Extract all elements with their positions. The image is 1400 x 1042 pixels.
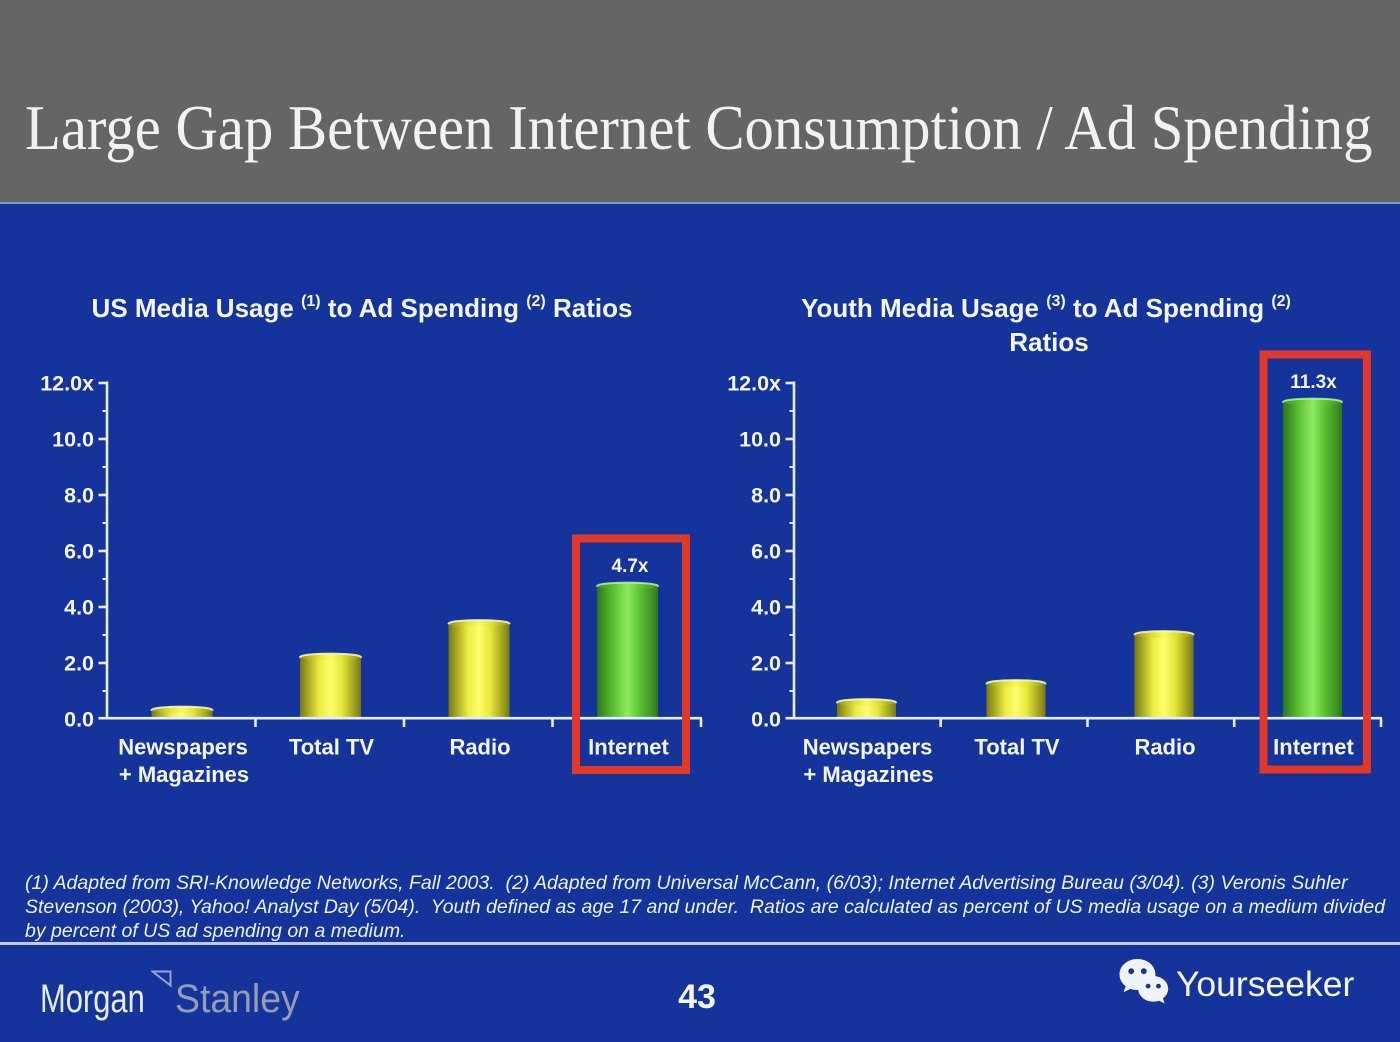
svg-text:Internet: Internet xyxy=(588,735,669,760)
svg-text:0.0: 0.0 xyxy=(64,708,94,732)
svg-text:8.0: 8.0 xyxy=(64,484,94,508)
svg-text:Youth Media Usage (3) to Ad Sp: Youth Media Usage (3) to Ad Spending (2) xyxy=(801,293,1291,323)
svg-text:12.0x: 12.0x xyxy=(727,372,781,396)
svg-text:2.0: 2.0 xyxy=(64,652,94,676)
svg-text:6.0: 6.0 xyxy=(751,540,781,564)
svg-text:4.0: 4.0 xyxy=(751,596,781,620)
svg-text:4.7x: 4.7x xyxy=(612,556,649,577)
svg-text:US Media Usage (1) to Ad Spend: US Media Usage (1) to Ad Spending (2) Ra… xyxy=(92,293,633,323)
svg-text:2.0: 2.0 xyxy=(751,652,781,676)
svg-text:Newspapers: Newspapers xyxy=(803,735,933,760)
svg-text:4.0: 4.0 xyxy=(64,596,94,620)
svg-text:Radio: Radio xyxy=(449,735,510,760)
svg-text:Ratios: Ratios xyxy=(1009,327,1088,357)
svg-text:+ Magazines: + Magazines xyxy=(119,762,249,787)
svg-text:0.0: 0.0 xyxy=(751,708,781,732)
svg-text:12.0x: 12.0x xyxy=(40,372,94,396)
svg-text:8.0: 8.0 xyxy=(751,484,781,508)
svg-text:Total TV: Total TV xyxy=(974,735,1059,760)
svg-text:Internet: Internet xyxy=(1273,735,1354,760)
svg-text:6.0: 6.0 xyxy=(64,540,94,564)
svg-text:Radio: Radio xyxy=(1134,735,1195,760)
svg-text:+ Magazines: + Magazines xyxy=(803,762,933,787)
svg-text:10.0: 10.0 xyxy=(52,428,94,452)
svg-text:11.3x: 11.3x xyxy=(1290,372,1337,393)
svg-text:Newspapers: Newspapers xyxy=(118,735,248,760)
svg-text:10.0: 10.0 xyxy=(739,428,781,452)
svg-text:Total TV: Total TV xyxy=(289,735,374,760)
